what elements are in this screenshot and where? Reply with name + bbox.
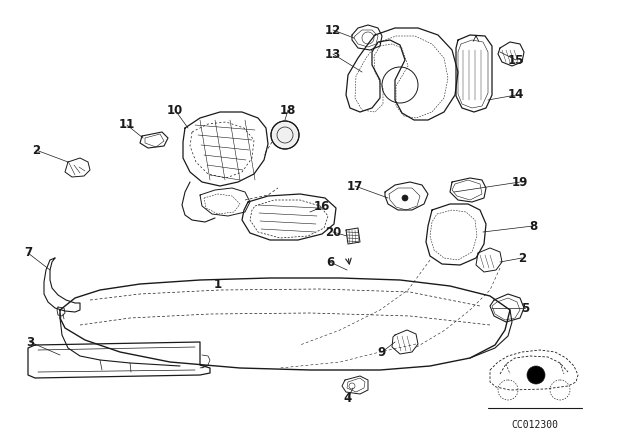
Text: 12: 12 (325, 23, 341, 36)
Text: 3: 3 (26, 336, 34, 349)
Text: 15: 15 (508, 53, 524, 66)
Text: 19: 19 (512, 176, 528, 189)
Text: 2: 2 (32, 143, 40, 156)
Circle shape (527, 366, 545, 384)
Text: 20: 20 (325, 225, 341, 238)
Text: 1: 1 (214, 279, 222, 292)
Text: 13: 13 (325, 47, 341, 60)
Text: 9: 9 (378, 345, 386, 358)
Text: 11: 11 (119, 119, 135, 132)
Text: 6: 6 (326, 255, 334, 268)
Text: 2: 2 (518, 251, 526, 264)
Circle shape (271, 121, 299, 149)
Text: 5: 5 (521, 302, 529, 314)
Text: 7: 7 (24, 246, 32, 259)
Text: 4: 4 (344, 392, 352, 405)
Text: 14: 14 (508, 89, 524, 102)
Text: CC012300: CC012300 (511, 420, 559, 430)
Circle shape (402, 195, 408, 201)
Text: 16: 16 (314, 201, 330, 214)
Text: 10: 10 (167, 103, 183, 116)
Text: 18: 18 (280, 103, 296, 116)
Text: 17: 17 (347, 180, 363, 193)
Text: 8: 8 (529, 220, 537, 233)
